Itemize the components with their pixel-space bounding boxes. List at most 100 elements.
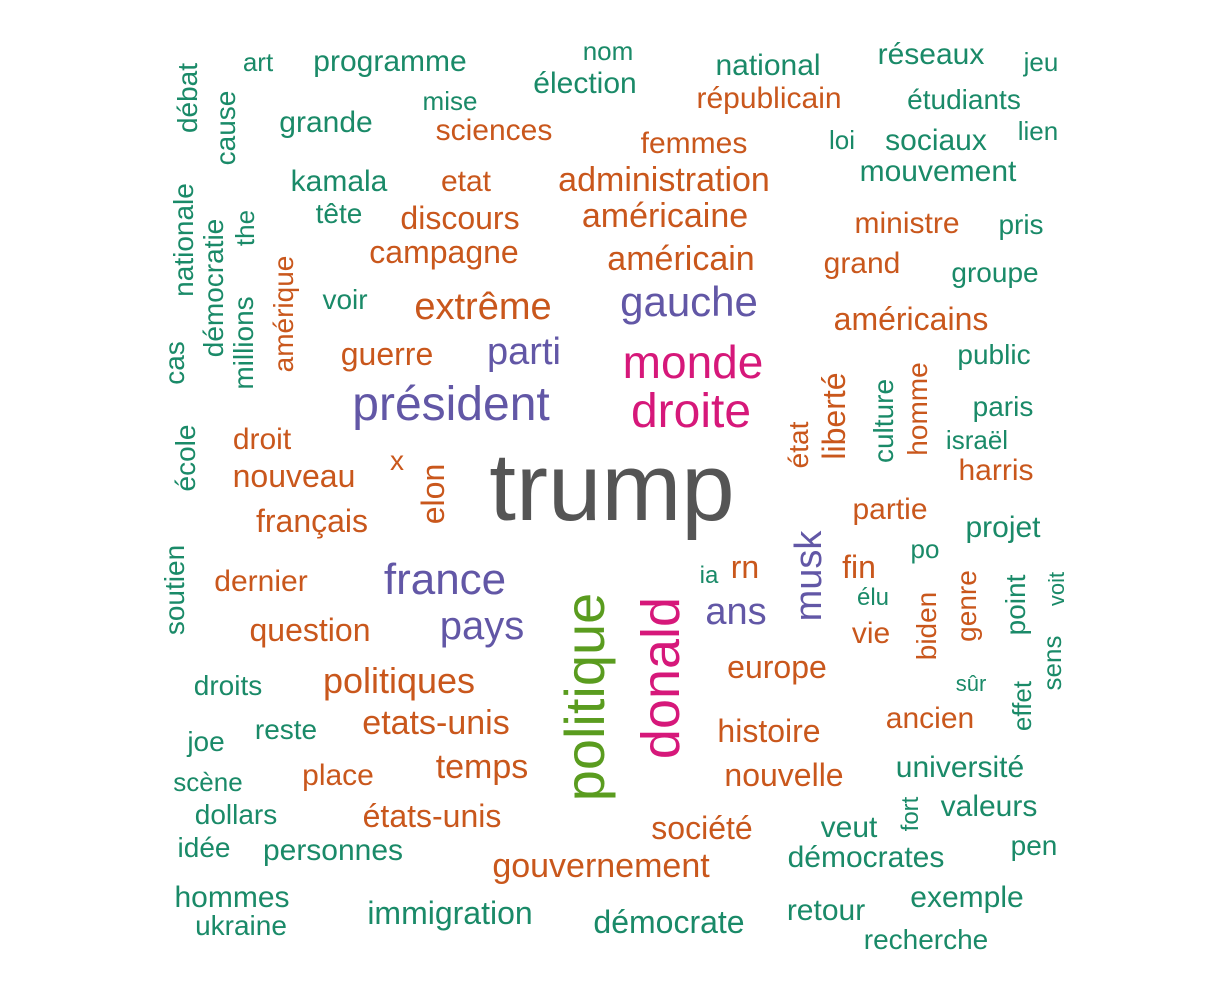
word-etats-unis: etats-unis xyxy=(362,704,510,742)
word-cas: cas xyxy=(159,341,190,385)
word-idée: idée xyxy=(177,832,231,863)
word-gauche: gauche xyxy=(620,278,758,325)
word-université: université xyxy=(895,751,1025,784)
word-biden: biden xyxy=(911,591,942,661)
word-politique: politique xyxy=(553,592,616,802)
word-gouvernement: gouvernement xyxy=(492,847,710,885)
word-pen: pen xyxy=(1010,830,1058,861)
word-ancien: ancien xyxy=(885,702,975,735)
word-sûr: sûr xyxy=(955,671,987,696)
word-rn: rn xyxy=(730,549,760,585)
word-parti: parti xyxy=(487,331,561,373)
word-liberté: liberté xyxy=(816,372,852,460)
word-femmes: femmes xyxy=(640,127,748,160)
word-veut: veut xyxy=(820,811,878,844)
word-société: société xyxy=(651,810,753,846)
word-nom: nom xyxy=(582,36,634,66)
word-programme: programme xyxy=(313,45,467,78)
word-question: question xyxy=(249,612,371,648)
word-jeu: jeu xyxy=(1023,47,1059,77)
word-administration: administration xyxy=(558,161,770,199)
word-fin: fin xyxy=(842,549,876,585)
word-scène: scène xyxy=(173,767,243,797)
word-personnes: personnes xyxy=(262,834,404,867)
word-français: français xyxy=(255,503,369,539)
word-démocratie: démocratie xyxy=(198,218,229,358)
word-harris: harris xyxy=(958,454,1034,487)
word-américain: américain xyxy=(607,240,755,278)
word-art: art xyxy=(242,47,274,77)
word-droit: droit xyxy=(232,423,292,456)
word-europe: europe xyxy=(727,649,827,685)
word-trump: trump xyxy=(489,434,735,541)
word-campagne: campagne xyxy=(369,234,519,270)
word-recherche: recherche xyxy=(863,924,989,955)
word-guerre: guerre xyxy=(340,336,434,372)
word-voir: voir xyxy=(322,284,368,315)
word-école: école xyxy=(170,424,201,492)
word-dollars: dollars xyxy=(194,799,278,830)
word-états-unis: états-unis xyxy=(362,798,502,834)
word-pris: pris xyxy=(998,209,1044,240)
word-ukraine: ukraine xyxy=(195,910,287,941)
word-mise: mise xyxy=(422,86,478,116)
word-ia: ia xyxy=(699,562,719,589)
word-donald: donald xyxy=(631,596,691,760)
word-immigration: immigration xyxy=(367,895,533,931)
word-pays: pays xyxy=(439,604,525,648)
word-amérique: amérique xyxy=(268,255,299,373)
word-nouveau: nouveau xyxy=(232,458,356,494)
word-public: public xyxy=(957,339,1031,370)
word-nationale: nationale xyxy=(168,183,199,297)
word-retour: retour xyxy=(786,894,866,927)
word-droits: droits xyxy=(193,670,263,701)
word-voit: voit xyxy=(1044,571,1069,607)
word-projet: projet xyxy=(965,511,1041,544)
word-place: place xyxy=(302,759,374,792)
word-sociaux: sociaux xyxy=(885,124,987,157)
word-exemple: exemple xyxy=(910,881,1024,914)
word-nouvelle: nouvelle xyxy=(724,757,844,793)
word-fort: fort xyxy=(897,796,924,832)
word-millions: millions xyxy=(228,296,259,390)
word-droite: droite xyxy=(630,385,752,438)
word-musk: musk xyxy=(788,530,830,622)
word-débat: débat xyxy=(172,62,203,134)
word-groupe: groupe xyxy=(951,257,1039,288)
word-ans: ans xyxy=(705,591,767,633)
word-mouvement: mouvement xyxy=(859,155,1017,188)
word-partie: partie xyxy=(852,493,928,526)
word-loi: loi xyxy=(828,125,856,155)
word-sciences: sciences xyxy=(435,114,553,147)
word-temps: temps xyxy=(435,748,529,786)
word-américaine: américaine xyxy=(581,197,749,235)
word-état: état xyxy=(783,421,814,469)
word-elon: elon xyxy=(415,463,451,525)
word-grand: grand xyxy=(823,247,901,280)
word-tête: tête xyxy=(315,198,363,229)
word-étudiants: étudiants xyxy=(907,84,1021,115)
word-x: x xyxy=(390,445,404,476)
word-paris: paris xyxy=(972,391,1034,422)
word-france: france xyxy=(383,555,507,604)
word-hommes: hommes xyxy=(174,881,290,914)
word-vie: vie xyxy=(851,617,891,650)
word-réseaux: réseaux xyxy=(877,38,985,71)
word-the: the xyxy=(230,209,260,247)
word-po: po xyxy=(910,534,940,564)
word-effet: effet xyxy=(1007,680,1037,732)
word-discours: discours xyxy=(400,200,520,236)
word-démocrate: démocrate xyxy=(593,904,745,940)
word-valeurs: valeurs xyxy=(940,790,1038,823)
word-israël: israël xyxy=(945,425,1009,455)
word-monde: monde xyxy=(622,336,764,388)
word-américains: américains xyxy=(833,301,989,337)
word-point: point xyxy=(1000,574,1031,636)
word-politiques: politiques xyxy=(322,660,476,701)
word-président: président xyxy=(352,378,550,431)
word-kamala: kamala xyxy=(290,165,388,198)
word-joe: joe xyxy=(187,726,225,757)
word-grande: grande xyxy=(279,106,373,139)
word-extrême: extrême xyxy=(414,286,552,328)
